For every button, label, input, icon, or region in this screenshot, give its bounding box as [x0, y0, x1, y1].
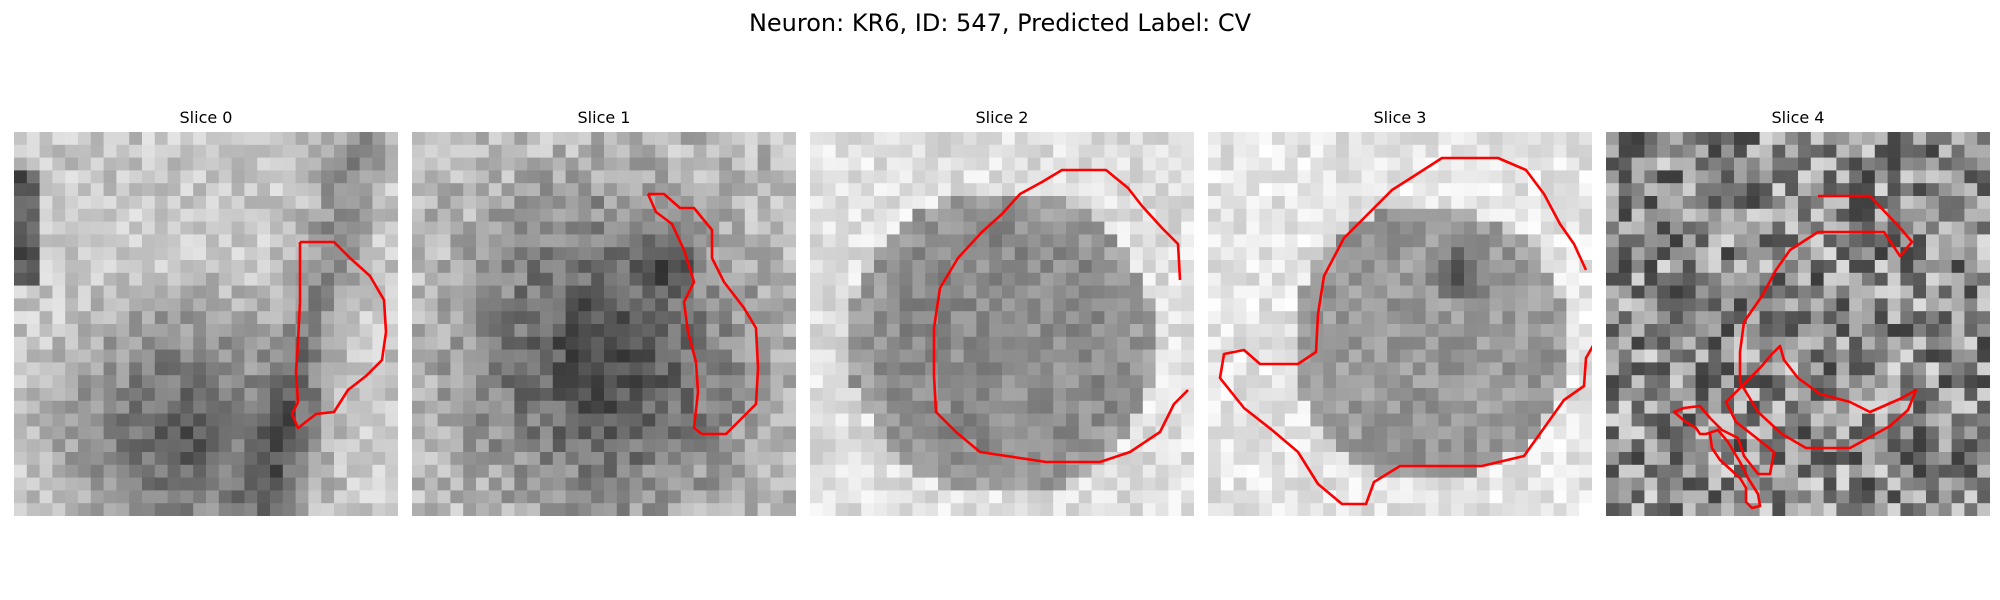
roi-contour: [1218, 156, 1592, 506]
roi-contour: [1672, 194, 1918, 510]
slice-panel-0: Slice 0: [14, 108, 398, 516]
slice-title: Slice 3: [1373, 108, 1427, 127]
roi-contour: [290, 240, 388, 430]
slice-panel-1: Slice 1: [412, 108, 796, 516]
slice-title: Slice 1: [577, 108, 631, 127]
pixel-grid: [810, 132, 1194, 516]
slice-image: [412, 132, 796, 516]
slice-panel-2: Slice 2: [810, 108, 1194, 516]
slice-image: [1208, 132, 1592, 516]
slice-panel-4: Slice 4: [1606, 108, 1990, 516]
pixel-grid: [14, 132, 398, 516]
slice-title: Slice 4: [1771, 108, 1825, 127]
figure-title: Neuron: KR6, ID: 547, Predicted Label: C…: [748, 9, 1252, 37]
slice-image: [1606, 132, 1990, 516]
slice-title: Slice 0: [179, 108, 233, 127]
pixel-grid: [412, 132, 796, 516]
roi-contour: [932, 168, 1189, 464]
slice-panel-3: Slice 3: [1208, 108, 1592, 516]
pixel-grid: [1606, 132, 1990, 516]
pixel-grid: [1208, 132, 1592, 516]
roi-contour: [646, 192, 760, 436]
slice-image: [14, 132, 398, 516]
slice-title: Slice 2: [975, 108, 1029, 127]
slice-image: [810, 132, 1194, 516]
